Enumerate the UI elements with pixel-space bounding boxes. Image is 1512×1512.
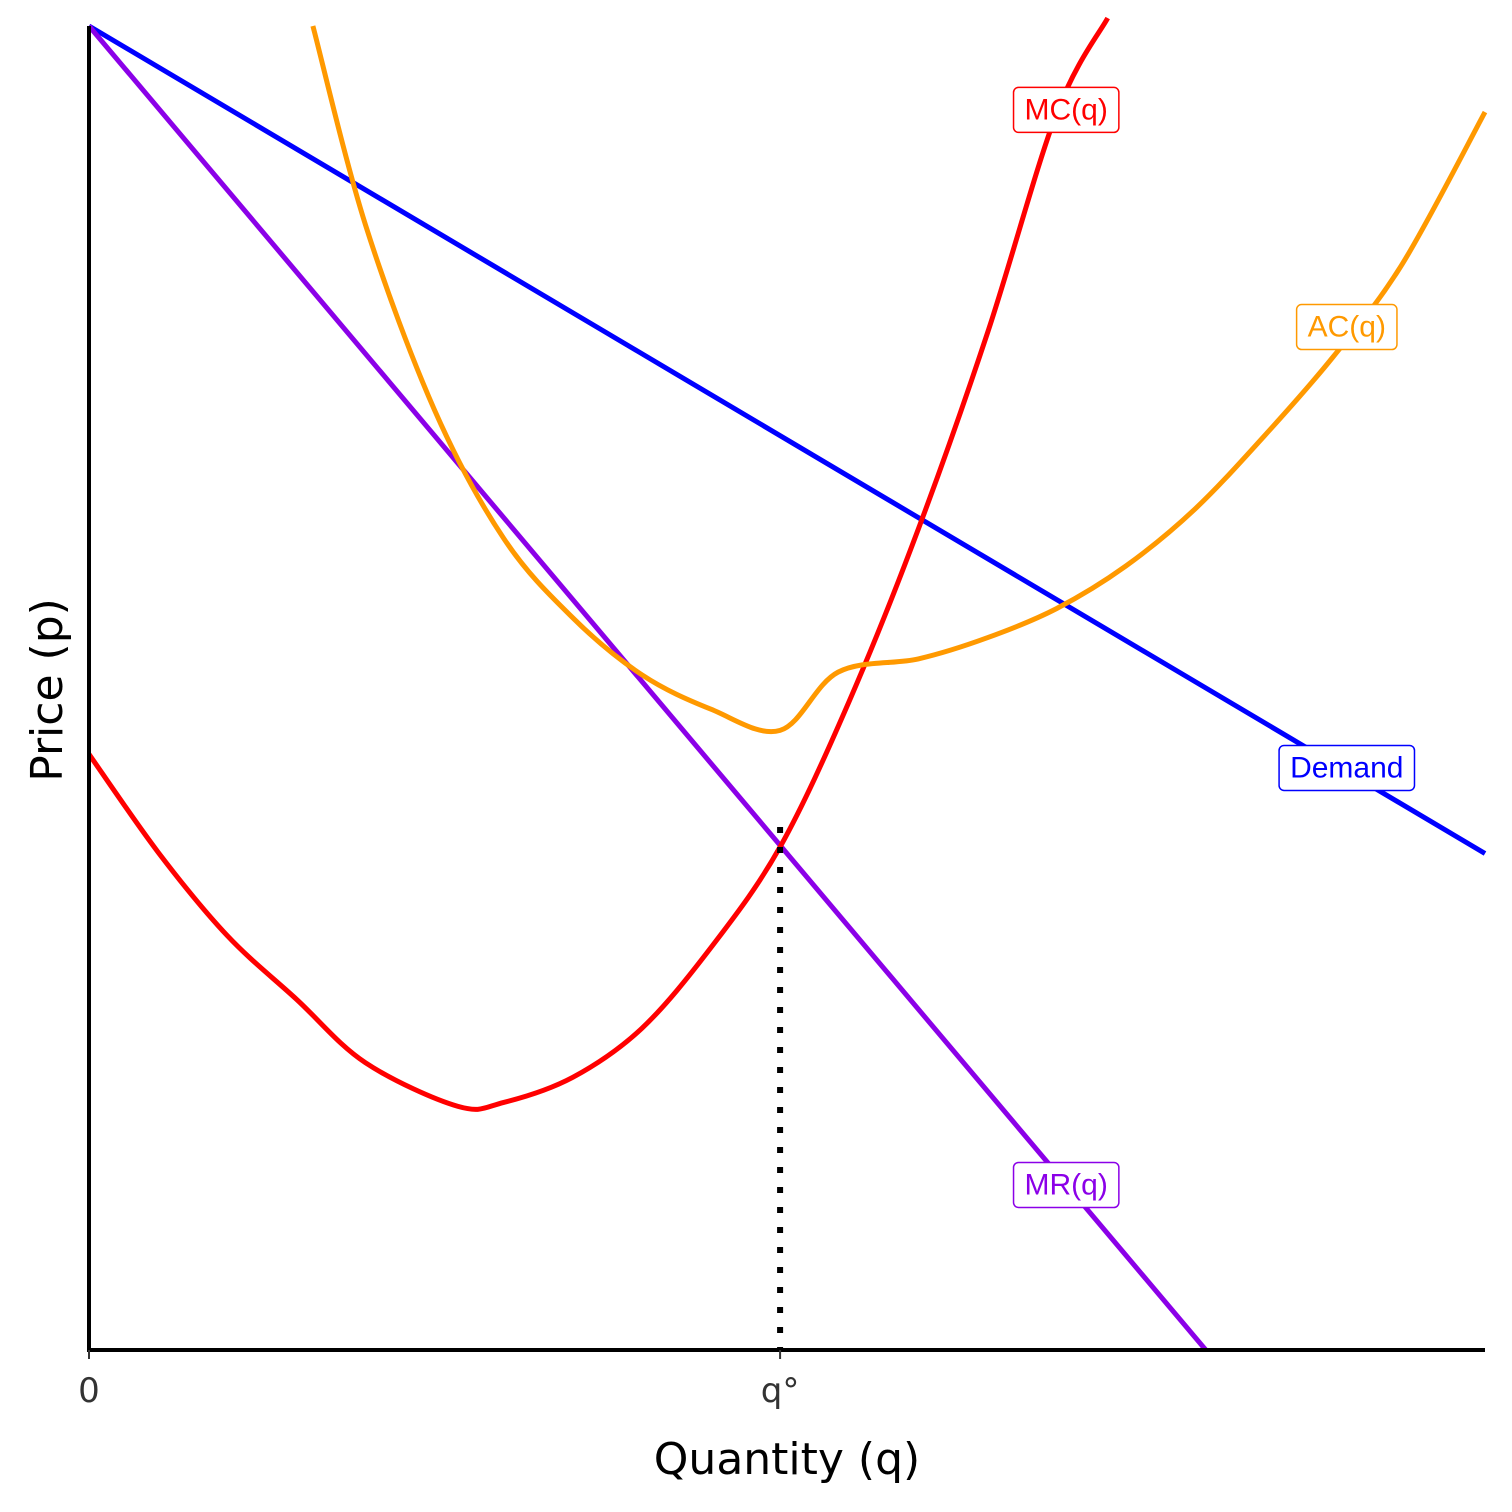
x-ticks: 0 q° [78,1350,799,1411]
ac-q-curve [310,25,1488,735]
ac-q-label: AC(q) [1295,303,1398,351]
mc-q-label: MC(q) [1012,86,1120,134]
mr-q-label: MR(q) [1012,1161,1120,1209]
mc-q-label-box [1012,86,1120,134]
demand-label-box [1278,744,1416,792]
mr-q-label-box [1012,1161,1120,1209]
curves-layer [86,16,1488,1352]
y-axis-title: Price (p) [22,598,73,782]
series-labels: Demand MR(q) MC(q) AC(q) [1012,86,1416,1209]
mc-q-label-text: MC(q) [1025,93,1108,126]
demand-curve [87,23,1487,856]
mr-q-label-text: MR(q) [1025,1169,1108,1202]
mr-q-curve [87,24,1208,1352]
x-axis-title: Quantity (q) [654,1434,920,1485]
ac-q-label-text: AC(q) [1308,311,1386,344]
x-tick-label: 0 [78,1371,100,1411]
demand-label: Demand [1278,744,1416,792]
ac-q-label-box [1295,303,1398,351]
x-tick-label: q° [761,1371,800,1411]
mc-q-curve [86,16,1110,1112]
demand-label-text: Demand [1290,751,1403,784]
